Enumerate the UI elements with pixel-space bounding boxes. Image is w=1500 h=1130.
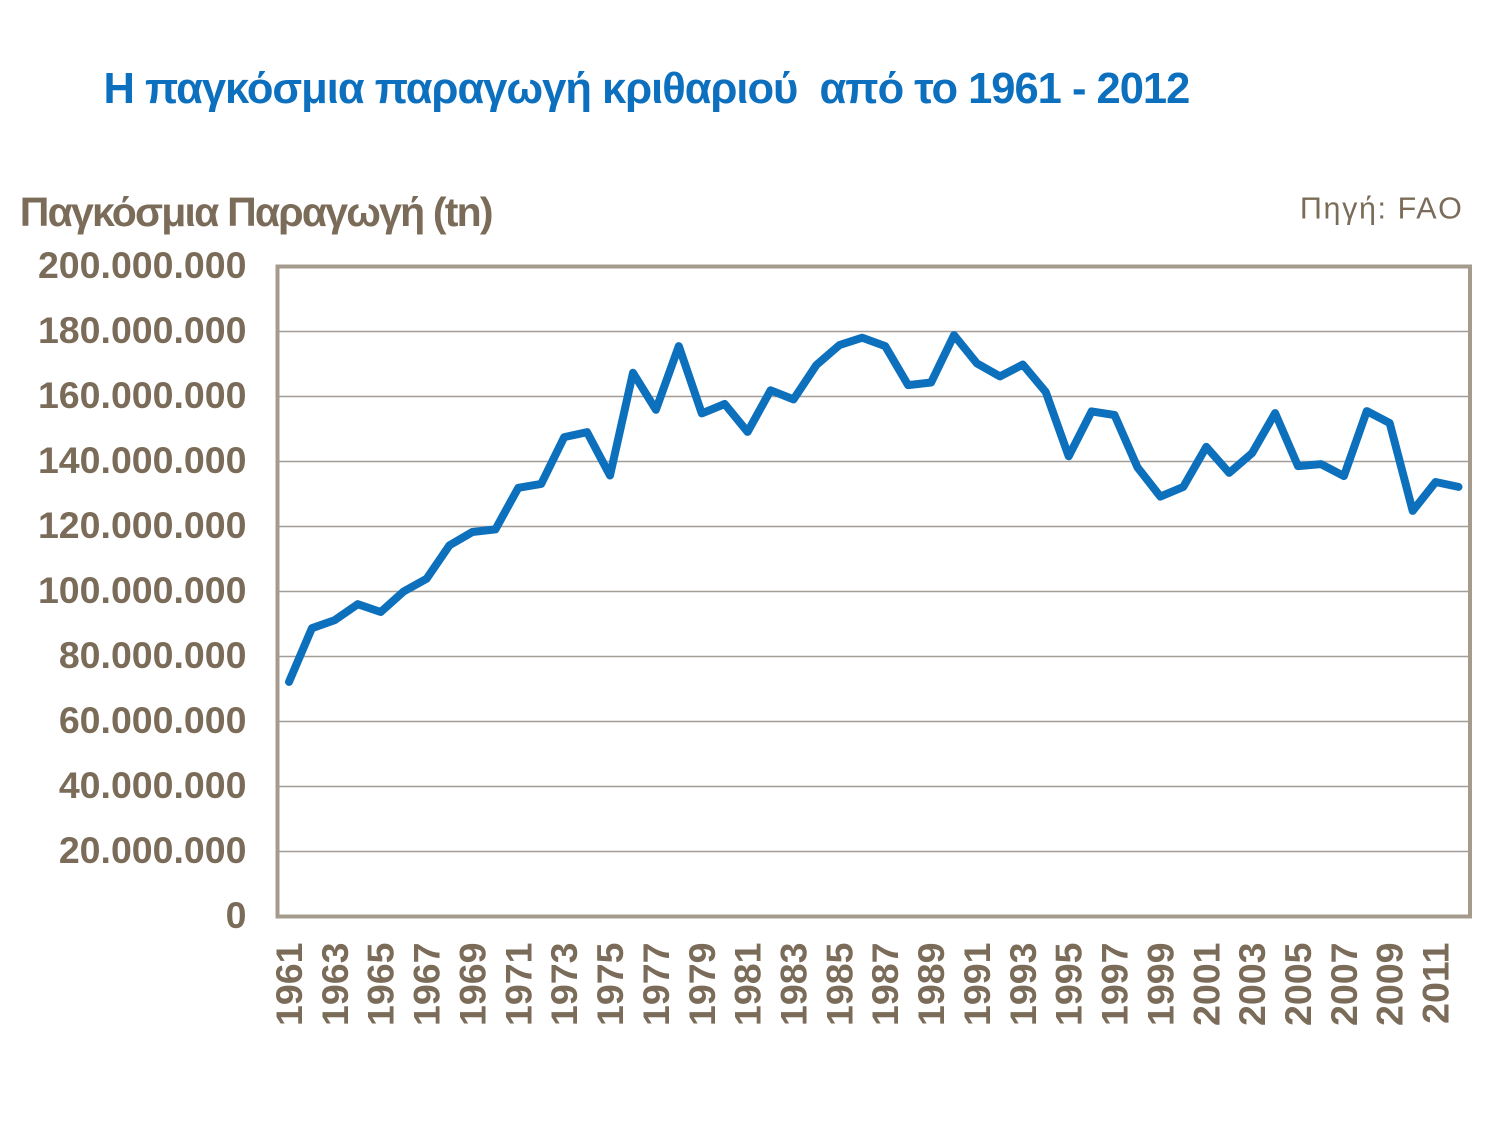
- svg-text:1995: 1995: [1048, 943, 1090, 1026]
- svg-text:1963: 1963: [314, 943, 356, 1026]
- svg-text:2001: 2001: [1185, 943, 1227, 1026]
- svg-text:1993: 1993: [1002, 943, 1044, 1026]
- svg-text:180.000.000: 180.000.000: [38, 309, 247, 351]
- svg-text:1961: 1961: [268, 943, 310, 1026]
- svg-text:1991: 1991: [956, 943, 998, 1026]
- svg-text:1965: 1965: [360, 943, 402, 1026]
- svg-text:1977: 1977: [635, 943, 677, 1026]
- svg-text:Πηγή: FAO: Πηγή: FAO: [1300, 192, 1464, 226]
- svg-text:140.000.000: 140.000.000: [38, 439, 247, 481]
- svg-text:2011: 2011: [1415, 943, 1457, 1024]
- svg-text:1975: 1975: [589, 943, 631, 1026]
- svg-text:200.000.000: 200.000.000: [38, 244, 247, 286]
- svg-text:1973: 1973: [543, 943, 585, 1026]
- svg-text:0: 0: [226, 894, 247, 936]
- svg-text:80.000.000: 80.000.000: [59, 634, 247, 676]
- svg-text:1989: 1989: [910, 943, 952, 1026]
- svg-text:1967: 1967: [406, 943, 448, 1026]
- svg-text:20.000.000: 20.000.000: [59, 829, 247, 871]
- svg-text:160.000.000: 160.000.000: [38, 374, 247, 416]
- svg-text:1971: 1971: [497, 943, 539, 1026]
- svg-text:2007: 2007: [1323, 943, 1365, 1026]
- svg-text:120.000.000: 120.000.000: [38, 504, 247, 546]
- svg-text:60.000.000: 60.000.000: [59, 699, 247, 741]
- svg-text:2009: 2009: [1369, 943, 1411, 1026]
- svg-text:40.000.000: 40.000.000: [59, 764, 247, 806]
- svg-text:2003: 2003: [1231, 943, 1273, 1026]
- svg-text:1979: 1979: [681, 943, 723, 1026]
- svg-text:1999: 1999: [1139, 943, 1181, 1026]
- svg-text:2005: 2005: [1277, 943, 1319, 1026]
- svg-text:1983: 1983: [773, 943, 815, 1026]
- svg-text:100.000.000: 100.000.000: [38, 569, 247, 611]
- svg-text:Η παγκόσμια παραγωγή κριθαριού: Η παγκόσμια παραγωγή κριθαριού από το 19…: [104, 65, 1190, 113]
- svg-text:1987: 1987: [864, 943, 906, 1026]
- svg-text:1981: 1981: [727, 943, 769, 1026]
- svg-text:1997: 1997: [1094, 943, 1136, 1026]
- svg-text:1985: 1985: [818, 943, 860, 1026]
- svg-text:1969: 1969: [451, 943, 493, 1026]
- svg-text:Παγκόσμια Παραγωγή (tn): Παγκόσμια Παραγωγή (tn): [20, 189, 492, 235]
